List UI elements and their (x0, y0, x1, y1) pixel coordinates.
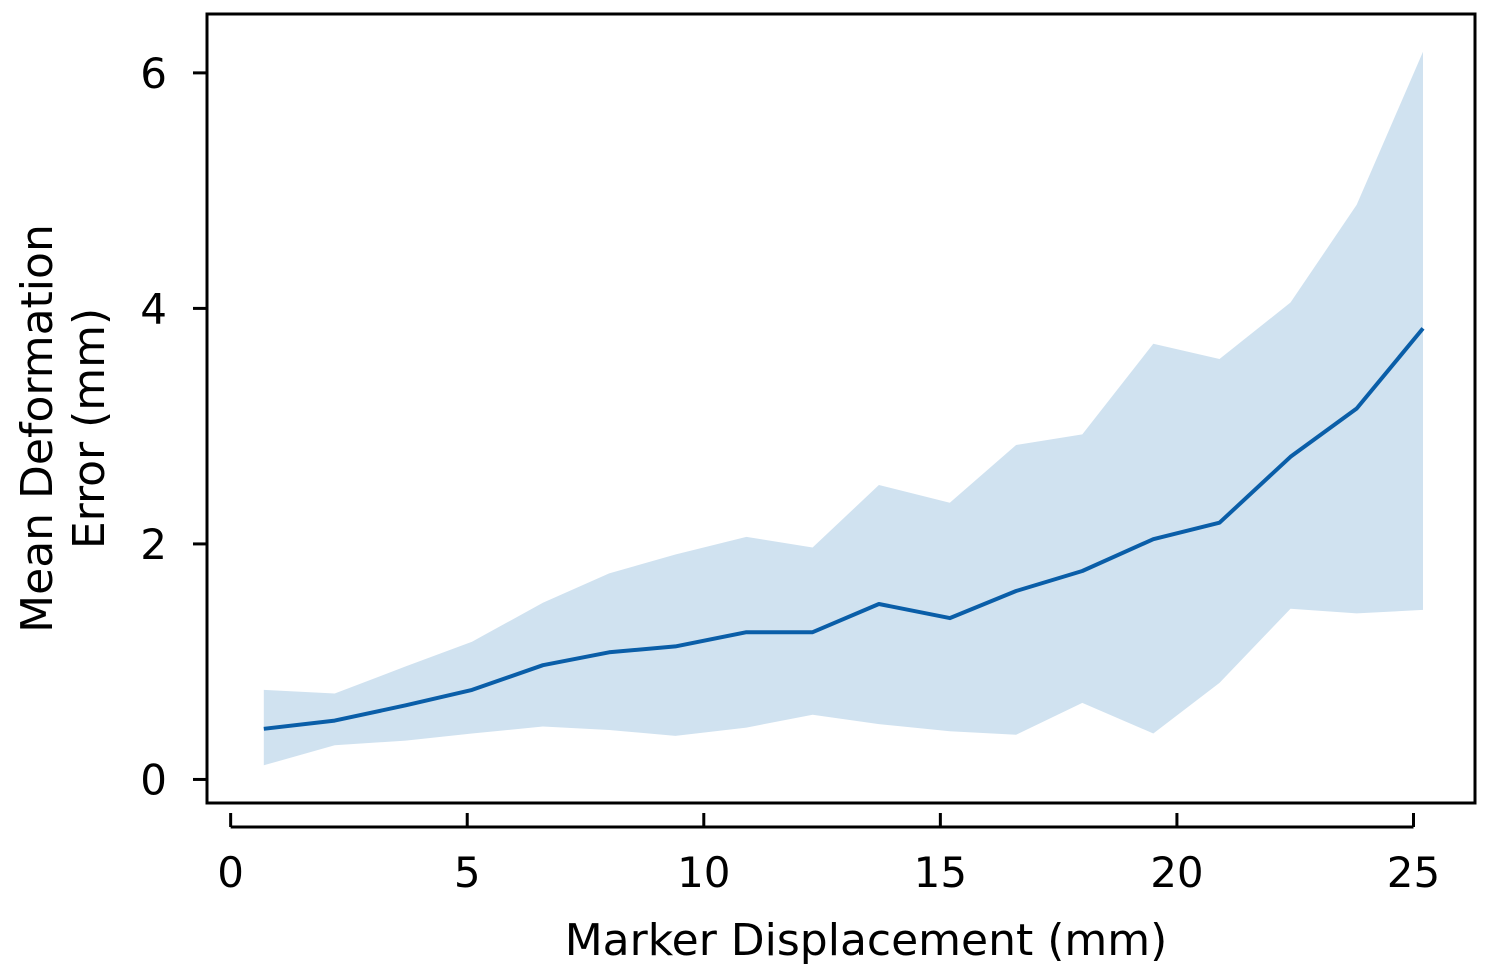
y-tick-label: 2 (140, 520, 167, 569)
confidence-band (263, 51, 1423, 766)
y-tick-label: 4 (140, 284, 167, 333)
x-tick-label: 0 (217, 848, 244, 897)
x-tick-label: 10 (677, 848, 730, 897)
x-tick-label: 25 (1387, 848, 1440, 897)
x-tick-label: 15 (914, 848, 967, 897)
x-axis-title: Marker Displacement (mm) (565, 915, 1168, 966)
x-tick-label: 20 (1150, 848, 1203, 897)
y-tick-label: 6 (140, 49, 167, 98)
y-axis-title-line-2: Error (mm) (64, 308, 115, 549)
y-tick-label: 0 (140, 755, 167, 804)
mean-error-line (263, 327, 1425, 731)
y-axis-title-line-1: Mean Deformation (12, 224, 63, 633)
plot-frame (205, 12, 1477, 805)
x-axis-ticks: 0 5 10 15 20 25 (217, 813, 1440, 897)
y-axis-ticks: 0 2 4 6 (140, 49, 207, 804)
x-tick-label: 5 (454, 848, 481, 897)
